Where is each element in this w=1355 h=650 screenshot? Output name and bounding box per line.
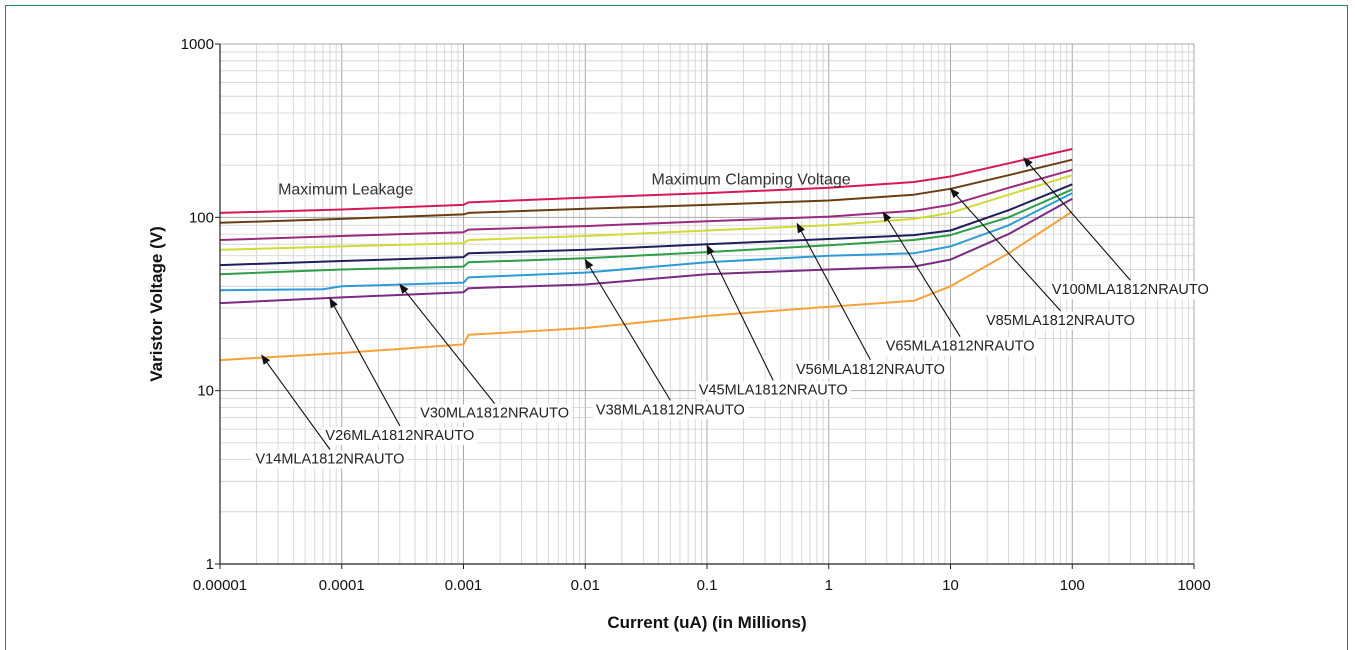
series-label: V26MLA1812NRAUTO	[325, 428, 474, 444]
chart-annotation: Maximum Leakage	[278, 182, 413, 199]
series-label: V38MLA1812NRAUTO	[596, 402, 745, 418]
series-labels: V100MLA1812NRAUTO V85MLA1812NRAUTO V65MLA1…	[252, 157, 1212, 469]
series-lines	[219, 148, 1073, 362]
series-label-background	[983, 311, 1138, 330]
series-label: V56MLA1812NRAUTO	[796, 362, 945, 378]
series-label-background	[252, 450, 408, 469]
series-label-arrow	[1023, 157, 1131, 281]
y-tick-label: 10	[197, 383, 214, 400]
series-label-background	[417, 404, 573, 423]
series-label-arrow	[584, 258, 671, 401]
x-tick-label: 0.1	[697, 577, 718, 594]
series-label: V65MLA1812NRAUTO	[886, 339, 1035, 355]
series-label-arrow	[796, 222, 871, 361]
series-line-V56MLA1812NRAUTO	[219, 174, 1073, 251]
x-tick-label: 0.001	[445, 577, 483, 594]
x-tick-label: 1000	[1177, 577, 1210, 594]
x-tick-label: 0.0001	[319, 577, 365, 594]
y-tick-label: 1000	[181, 36, 214, 53]
y-axis-title: Varistor Voltage (V)	[147, 226, 166, 382]
series-label-arrow	[261, 354, 331, 450]
series-label-background	[1048, 281, 1212, 300]
series-line-V65MLA1812NRAUTO	[219, 168, 1073, 241]
x-tick-label: 0.00001	[193, 577, 247, 594]
series-label: V14MLA1812NRAUTO	[256, 452, 405, 468]
x-axis-title: Current (uA) (in Millions)	[607, 613, 806, 632]
x-tick-label: 10	[942, 577, 959, 594]
y-tick-label: 100	[189, 209, 214, 226]
series-line-V26MLA1812NRAUTO	[219, 197, 1073, 305]
x-tick-label: 0.01	[571, 577, 600, 594]
series-label-arrow	[706, 244, 774, 381]
y-tick-label: 1	[206, 556, 214, 573]
series-line-V14MLA1812NRAUTO	[219, 210, 1073, 362]
x-tick-label: 100	[1060, 577, 1085, 594]
series-label-background	[322, 426, 478, 445]
series-label: V45MLA1812NRAUTO	[699, 383, 848, 399]
x-tick-label: 1	[825, 577, 833, 594]
figure-frame	[5, 5, 1348, 650]
series-label-background	[882, 337, 1038, 356]
annotations: Maximum Leakage Maximum Clamping Voltage	[278, 171, 851, 198]
series-line-V100MLA1812NRAUTO	[219, 148, 1073, 214]
series-line-V45MLA1812NRAUTO	[219, 183, 1073, 267]
axes: 0.00001 0.0001 0.001 0.01 0.1 1 10 100 1000 1 10 10…	[181, 36, 1211, 594]
series-label-arrow	[882, 211, 961, 338]
series-label-arrow	[399, 283, 496, 404]
chart-annotation: Maximum Clamping Voltage	[651, 171, 850, 188]
series-label: V30MLA1812NRAUTO	[420, 406, 569, 422]
series-label-background	[695, 381, 851, 400]
series-label-background	[592, 401, 748, 420]
series-line-V85MLA1812NRAUTO	[219, 158, 1073, 224]
series-label: V100MLA1812NRAUTO	[1052, 282, 1209, 298]
series-label-arrow	[949, 188, 1061, 312]
series-line-V30MLA1812NRAUTO	[219, 192, 1073, 292]
series-label: V85MLA1812NRAUTO	[986, 313, 1135, 329]
grid	[219, 43, 1195, 565]
series-label-arrow	[329, 297, 401, 427]
series-label-background	[793, 360, 948, 379]
